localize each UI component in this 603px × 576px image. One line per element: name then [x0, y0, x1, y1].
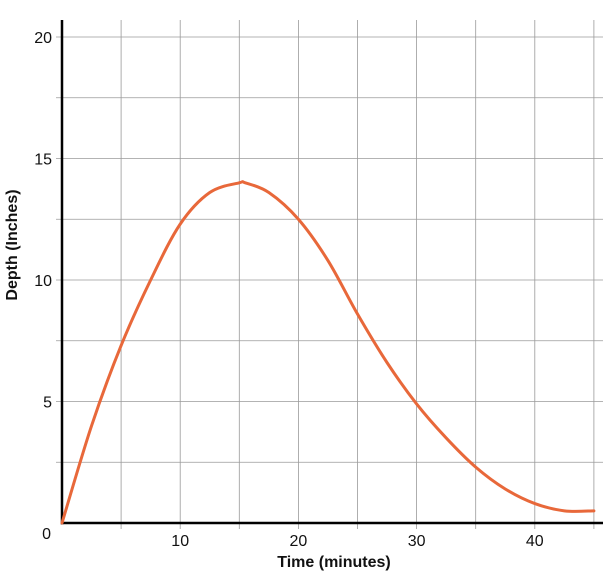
grid-lines [56, 20, 603, 529]
y-tick-label: 0 [42, 526, 51, 543]
y-tick-label: 5 [43, 395, 52, 412]
x-tick-label: 20 [290, 533, 308, 550]
x-axis-label: Time (minutes) [277, 554, 391, 571]
x-tick-label: 30 [408, 533, 426, 550]
depth-curve [60, 180, 596, 525]
y-tick-label: 10 [34, 273, 52, 290]
y-tick-label: 20 [34, 30, 52, 47]
y-tick-label: 15 [34, 152, 52, 169]
tick-labels: 10 20 30 40 0 5 10 15 20 [34, 30, 544, 550]
y-axis-label: Depth (Inches) [4, 189, 21, 300]
axes [60, 20, 603, 525]
x-tick-label: 40 [526, 533, 544, 550]
x-tick-label: 10 [171, 533, 189, 550]
